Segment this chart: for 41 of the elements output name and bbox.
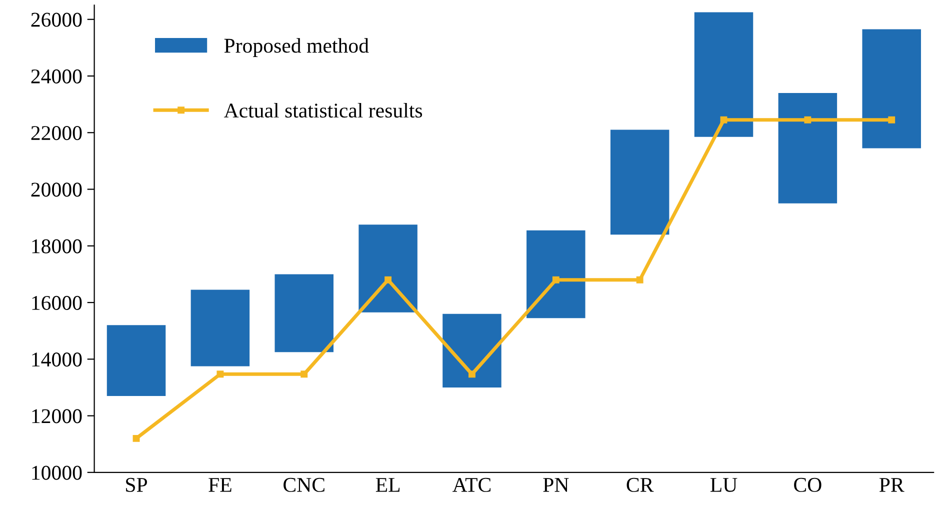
- y-tick-label: 26000: [31, 12, 82, 27]
- x-tick-label: PR: [879, 478, 904, 492]
- point: [636, 276, 644, 284]
- x-tick-label: SP: [126, 478, 148, 492]
- bar: [274, 274, 334, 352]
- point: [888, 116, 896, 124]
- y-tick-label: 18000: [32, 239, 82, 254]
- y-tick-label: 22000: [31, 126, 82, 140]
- x-tick-label: FE: [208, 478, 232, 492]
- bar: [358, 224, 418, 312]
- x-tick-label: CR: [626, 478, 654, 492]
- x-tick-label: LU: [710, 478, 738, 492]
- x-tick-label: ATC: [452, 478, 490, 492]
- bar: [190, 290, 250, 366]
- point: [720, 116, 728, 124]
- bar: [526, 230, 586, 318]
- y-tick-label: 24000: [31, 69, 82, 84]
- x-tick-label: PN: [543, 478, 569, 492]
- bar: [106, 325, 166, 396]
- y-tick-label: 10000: [32, 466, 82, 480]
- legend-label: Proposed method: [224, 38, 369, 58]
- bar: [610, 130, 670, 235]
- point: [300, 370, 308, 378]
- x-tick-label: EL: [376, 478, 400, 492]
- y-tick-label: 14000: [32, 352, 82, 367]
- bar: [778, 92, 838, 204]
- y-tick-label: 16000: [32, 296, 82, 310]
- x-tick-label: CO: [794, 478, 822, 492]
- bar: [694, 12, 754, 137]
- x-tick-label: CNC: [284, 478, 324, 492]
- legend-label: Actual statistical results: [224, 102, 422, 118]
- point: [468, 370, 476, 378]
- point: [804, 116, 812, 124]
- point: [216, 370, 224, 378]
- point: [384, 276, 392, 284]
- y-tick-label: 20000: [31, 182, 82, 197]
- y-tick-label: 12000: [32, 409, 82, 424]
- bar: [442, 314, 502, 388]
- point: [552, 276, 560, 284]
- bar: [862, 29, 921, 148]
- point: [132, 434, 140, 442]
